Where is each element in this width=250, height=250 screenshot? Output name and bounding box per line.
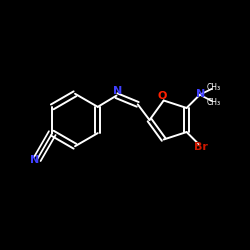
Text: CH₃: CH₃ bbox=[206, 98, 221, 107]
Text: N: N bbox=[196, 89, 205, 99]
Text: CH₃: CH₃ bbox=[206, 83, 221, 92]
Text: N: N bbox=[113, 86, 122, 96]
Text: O: O bbox=[158, 91, 167, 101]
Text: Br: Br bbox=[194, 142, 207, 152]
Text: N: N bbox=[30, 155, 39, 165]
